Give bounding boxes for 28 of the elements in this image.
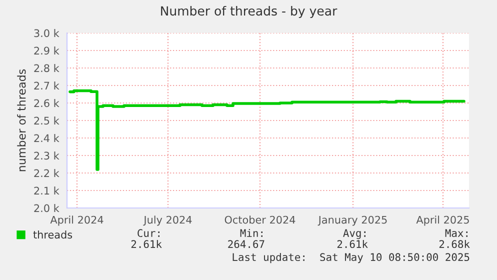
- legend-label: threads: [33, 230, 72, 239]
- text: Last update: Sat May 10 08:50:00 2025: [232, 252, 470, 264]
- text: 2.61k: [337, 240, 368, 248]
- x-tick-label: January 2025: [318, 216, 387, 226]
- y-tick-label: 2.6 k: [34, 99, 60, 108]
- y-tick-label: 2.3 k: [34, 152, 60, 160]
- y-tick-label: 2.9 k: [34, 46, 60, 55]
- text: 2.68k: [439, 240, 470, 248]
- y-tick-label: 2.5 k: [34, 116, 60, 125]
- text: Cur:: [138, 229, 160, 238]
- x-tick-label: April 2024: [50, 216, 104, 226]
- text: 264.67: [228, 240, 264, 248]
- chart-title: Number of threads - by year: [161, 6, 338, 18]
- y-axis-title: number of threads: [17, 69, 26, 172]
- y-tick-label: 2.2 k: [34, 169, 60, 177]
- y-tick-label: 3.0 k: [34, 29, 60, 38]
- x-tick-label: July 2024: [143, 216, 192, 226]
- y-tick-label: 2.8 k: [34, 64, 60, 72]
- text: Avg:: [343, 229, 366, 240]
- y-tick-label: 2.1 k: [34, 186, 60, 194]
- x-tick-label: October 2024: [224, 216, 296, 224]
- y-tick-label: 2.0 k: [34, 204, 60, 212]
- text: Min:: [240, 228, 262, 237]
- y-tick-label: 2.7 k: [34, 82, 60, 90]
- text: 2.61k: [131, 240, 162, 248]
- x-tick-label: April 2025: [416, 216, 469, 226]
- text: Max:: [445, 229, 468, 238]
- y-tick-label: 2.4 k: [34, 134, 60, 142]
